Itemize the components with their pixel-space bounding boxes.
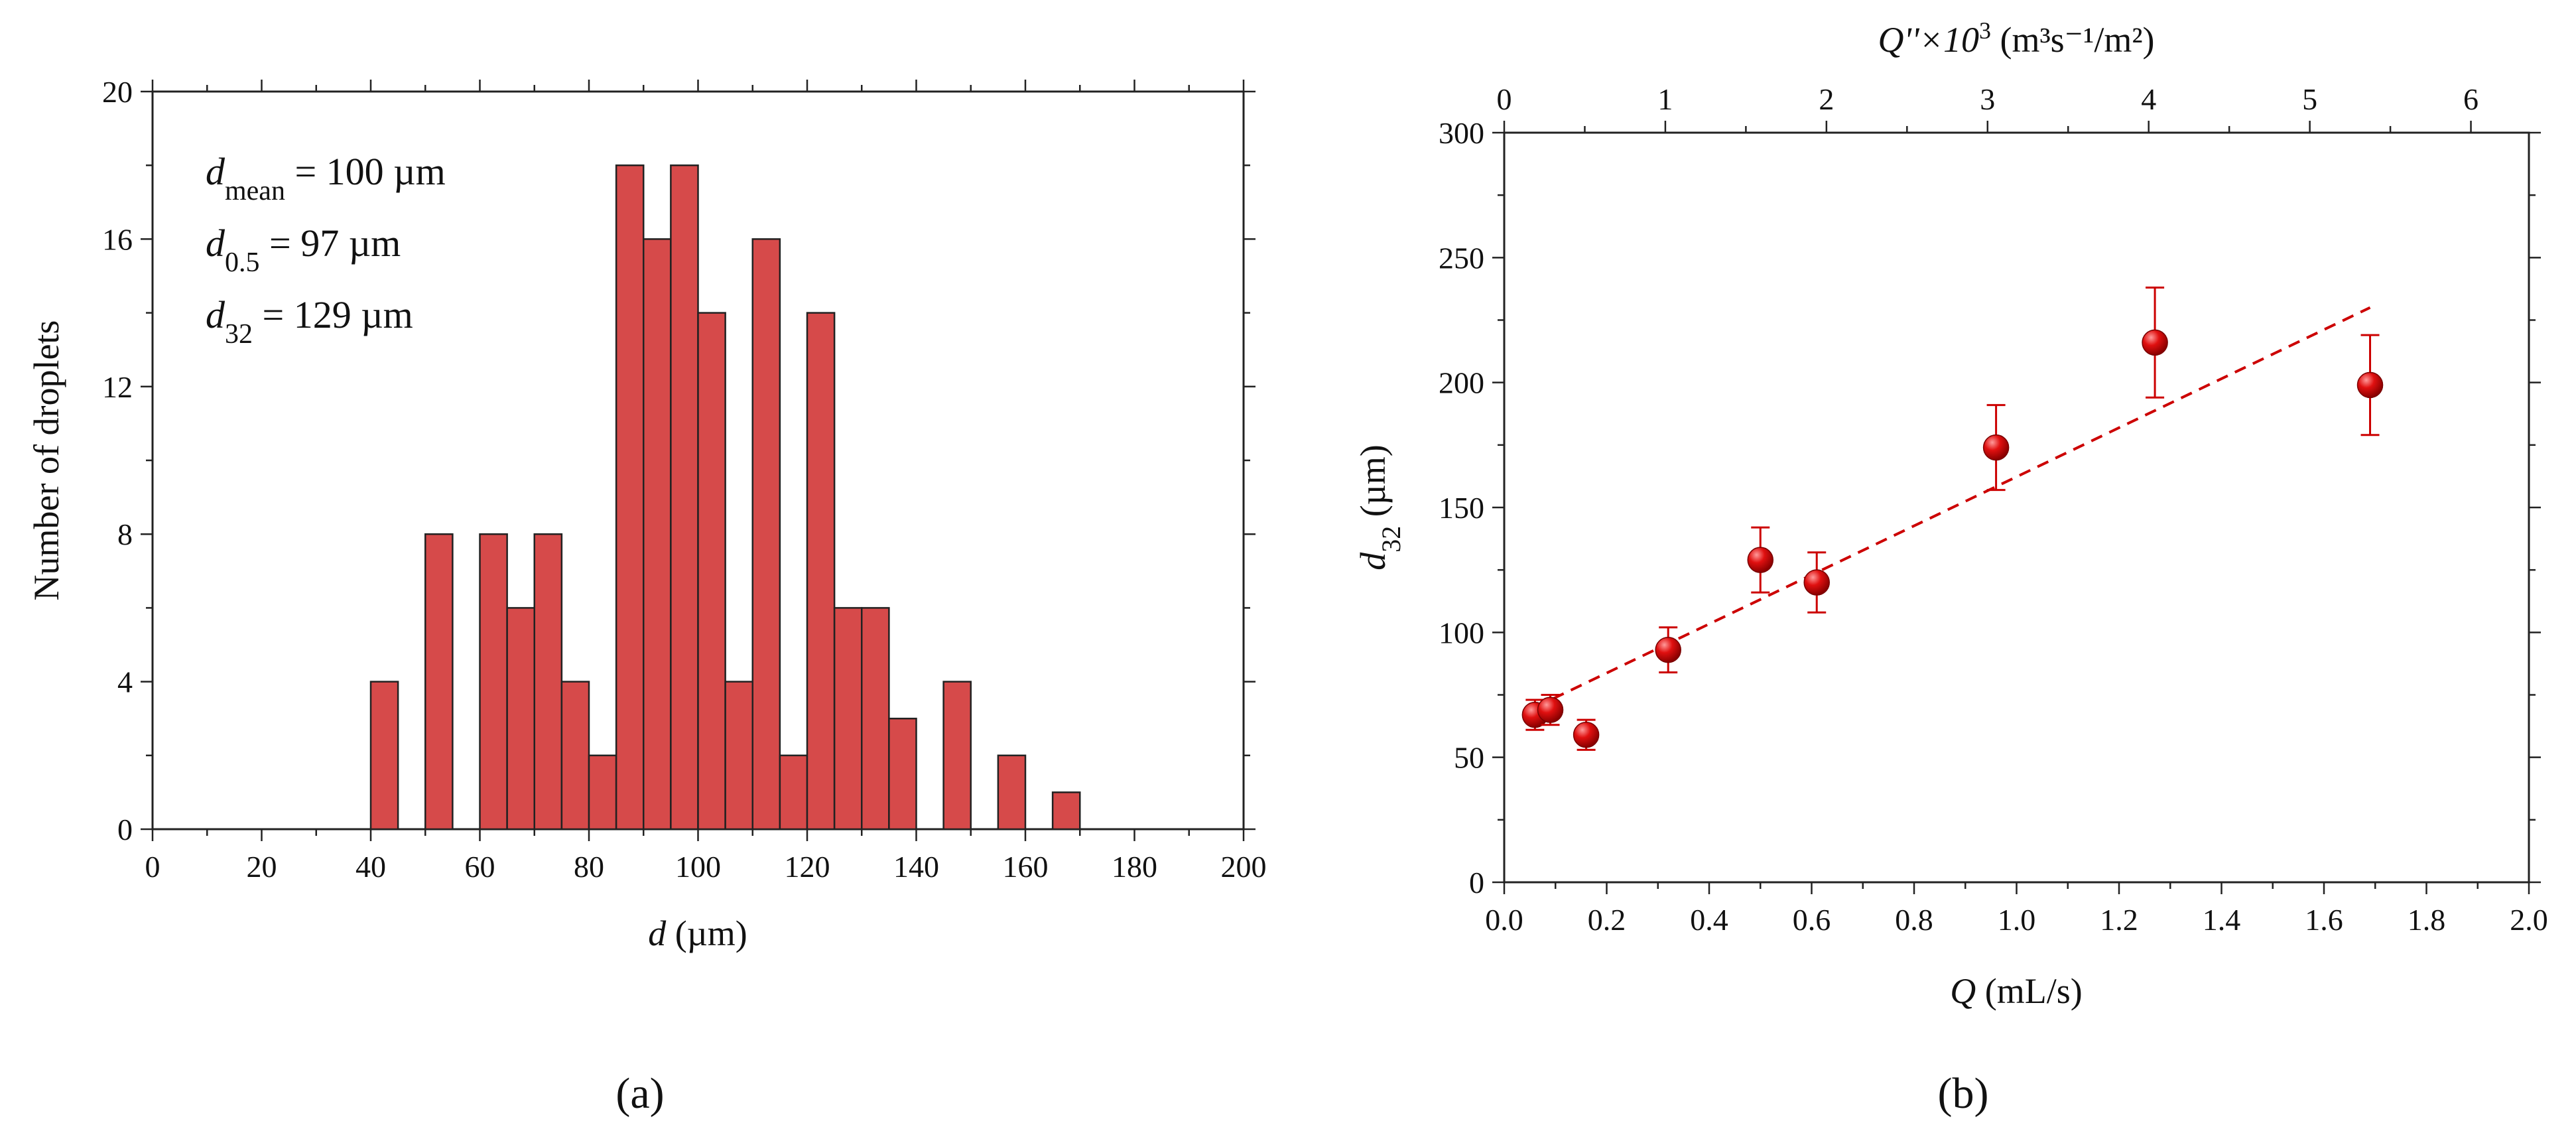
histogram-bar [560,681,590,831]
data-point [1655,636,1681,663]
scatter-plot-frame [1503,131,2530,884]
x-tick-label: 120 [785,850,830,884]
histogram-bar [751,238,781,831]
y-tick-label: 300 [1439,116,1484,150]
x-tick-label: 0.4 [1690,903,1728,937]
histogram-bar [942,681,972,831]
scatter-top-x-ticks: 0 1 2 3 4 5 6 [1497,82,2479,133]
x-tick-label: 0.6 [1793,903,1831,937]
histogram-bar [1051,791,1081,831]
scatter-points [1521,287,2384,751]
stat-annotation: dmean = 100 µm [206,150,446,206]
histogram-bar [806,312,836,831]
histogram-bar [369,681,399,831]
y-tick-label: 16 [102,222,133,256]
histogram-bar [643,238,672,831]
histogram-annotations: dmean = 100 µm d0.5 = 97 µm d32 = 129 µm [206,150,446,350]
histogram-bar [506,607,535,831]
top-tick-label: 5 [2302,82,2317,116]
histogram-bar [670,164,699,831]
x-tick-label: 1.0 [1998,903,2036,937]
y-tick-label: 100 [1439,616,1484,649]
data-point [1537,697,1564,723]
x-tick-label: 160 [1003,850,1049,884]
y-tick-label: 50 [1454,741,1484,775]
top-tick-label: 6 [2463,82,2479,116]
histogram-bar [424,533,454,831]
y-tick-label: 0 [117,813,133,846]
scatter-top-axis-label: Q''×103 (m³s⁻¹/m²) [1878,17,2154,60]
histogram-y-ticks: 0 4 8 12 16 20 [102,75,1256,846]
panel-label-b: (b) [1938,1069,1989,1118]
histogram-bar [724,681,753,831]
x-tick-label: 1.2 [2100,903,2138,937]
x-tick-label: 0 [145,850,161,884]
data-point [1982,434,2010,461]
data-point [1747,547,1773,573]
y-tick-label: 12 [102,370,133,404]
dashed-fit-line [1534,306,2371,709]
top-tick-label: 3 [1980,82,1995,116]
histogram-bars [369,164,1081,831]
top-tick-label: 1 [1657,82,1673,116]
histogram-bar [697,312,726,831]
x-tick-label: 0.8 [1895,903,1933,937]
y-tick-label: 250 [1439,241,1484,275]
x-tick-label: 40 [355,850,386,884]
histogram-panel: 0 20 40 60 80 100 120 140 160 180 200 0 4 8 12 16 20 dm… [27,75,1267,1118]
histogram-bar [479,533,508,831]
data-point [1803,569,1830,596]
panel-label-a: (a) [615,1069,664,1118]
data-point [2356,371,2384,399]
histogram-x-ticks: 0 20 40 60 80 100 120 140 160 180 200 [145,80,1267,884]
scatter-x-ticks: 0.0 0.2 0.4 0.6 0.8 1.0 1.2 1.4 1.6 1.8 2.0 [1485,882,2548,937]
top-tick-label: 2 [1819,82,1834,116]
scatter-panel: 0.0 0.2 0.4 0.6 0.8 1.0 1.2 1.4 1.6 1.8 2.0 050100… [1353,17,2548,1118]
scatter-x-axis-label: Q (mL/s) [1950,971,2082,1011]
x-tick-label: 1.4 [2203,903,2241,937]
histogram-y-axis-label: Number of droplets [27,320,66,601]
scatter-fit-line [1534,306,2371,709]
x-tick-label: 140 [893,850,939,884]
histogram-bar [888,717,917,831]
histogram-bar [615,164,645,831]
scatter-y-ticks: 0 50 100 150 200 250 300 [1439,116,2541,900]
y-tick-label: 150 [1439,491,1484,525]
x-tick-label: 0.0 [1485,903,1523,937]
x-tick-label: 80 [574,850,604,884]
histogram-bar [833,607,863,831]
data-point [2142,329,2168,356]
histogram-bar [861,607,890,831]
x-tick-label: 0.2 [1588,903,1626,937]
scatter-y-axis-label: d32 (µm) [1353,444,1406,570]
x-tick-label: 100 [675,850,721,884]
y-tick-label: 8 [117,517,133,551]
histogram-bar [588,754,617,831]
data-point [1573,722,1600,748]
top-tick-label: 4 [2141,82,2156,116]
histogram-bar [997,754,1027,831]
top-tick-label: 0 [1497,82,1512,116]
x-tick-label: 1.6 [2305,903,2343,937]
x-tick-label: 1.8 [2408,903,2446,937]
x-tick-label: 20 [247,850,277,884]
x-tick-label: 200 [1221,850,1267,884]
y-tick-label: 200 [1439,366,1484,400]
stat-annotation: d32 = 129 µm [206,293,413,350]
histogram-bar [779,754,808,831]
x-tick-label: 2.0 [2510,903,2548,937]
y-tick-label: 0 [1469,866,1484,900]
y-tick-label: 20 [102,75,133,109]
x-tick-label: 60 [465,850,495,884]
x-tick-label: 180 [1112,850,1157,884]
y-tick-label: 4 [117,665,133,699]
histogram-x-axis-label: d (µm) [648,913,747,953]
histogram-bar [533,533,563,831]
stat-annotation: d0.5 = 97 µm [206,222,401,278]
